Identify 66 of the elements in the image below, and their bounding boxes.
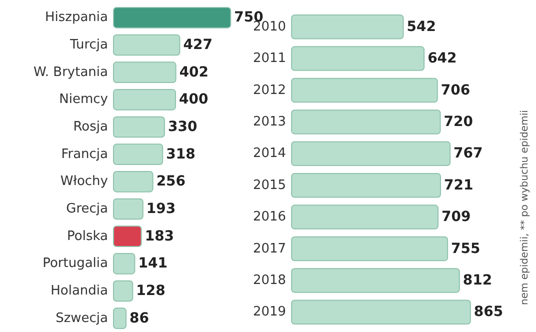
- data-label: 721: [444, 177, 474, 194]
- data-label: 427: [183, 37, 212, 53]
- y-tick-label: W. Brytania: [34, 64, 108, 80]
- bar: [291, 141, 451, 166]
- bar: [113, 308, 127, 329]
- bar: [113, 34, 180, 56]
- data-label: 709: [441, 209, 471, 226]
- y-tick-label: Portugalia: [42, 256, 108, 272]
- data-label: 642: [428, 50, 457, 67]
- bar: [113, 7, 232, 28]
- text: nem epidemii, ** po wybuchu epidemii: [520, 110, 530, 305]
- data-label: 183: [144, 228, 174, 244]
- bar: [113, 198, 144, 220]
- data-label: 193: [146, 201, 176, 217]
- y-tick-label: Grecja: [66, 202, 108, 216]
- y-tick-label: Szwecja: [56, 310, 108, 326]
- y-tick-label: 2013: [252, 114, 286, 130]
- bar: [113, 171, 154, 192]
- bar: [113, 253, 136, 274]
- data-label: 318: [166, 146, 196, 162]
- bar: [291, 268, 460, 293]
- y-tick-label: 2012: [252, 82, 286, 98]
- bar: [113, 144, 164, 165]
- bar: [291, 204, 438, 230]
- data-label: 755: [451, 240, 480, 257]
- bar: [291, 236, 448, 262]
- bar: [113, 62, 176, 83]
- y-tick-label: Holandia: [50, 284, 108, 298]
- y-tick-label: 2016: [252, 210, 286, 225]
- bar: [291, 78, 438, 103]
- y-tick-label: Francja: [61, 146, 108, 162]
- y-tick-label: Włochy: [60, 174, 108, 190]
- bar: [291, 300, 471, 325]
- y-tick-label: Turcja: [69, 38, 108, 52]
- bar: [291, 14, 404, 40]
- y-tick-label: Hiszpania: [44, 10, 108, 26]
- bar: [291, 46, 425, 71]
- bar: [113, 116, 165, 138]
- data-label: 256: [156, 174, 186, 190]
- y-tick-label: 2011: [252, 51, 286, 66]
- y-tick-label: 2017: [252, 241, 286, 256]
- bar: [291, 110, 441, 134]
- y-tick-label: 2014: [252, 146, 286, 162]
- data-label: 330: [168, 119, 198, 135]
- data-label: 812: [462, 272, 492, 288]
- data-label: 865: [474, 304, 504, 320]
- data-label: 720: [444, 114, 474, 130]
- bar: [113, 226, 142, 247]
- data-label: 86: [130, 310, 150, 326]
- y-tick-label: Polska: [67, 228, 108, 244]
- data-label: 402: [179, 64, 209, 80]
- data-label: 542: [406, 18, 436, 35]
- bar: [113, 89, 176, 110]
- y-tick-label: 2010: [252, 19, 286, 34]
- data-label: 128: [136, 283, 166, 299]
- y-tick-label: 2015: [252, 178, 286, 193]
- y-tick-label: 2018: [252, 272, 286, 288]
- y-tick-label: 2019: [252, 304, 286, 320]
- y-tick-label: Niemcy: [59, 92, 108, 108]
- bar: [291, 172, 441, 198]
- data-label: 141: [138, 256, 168, 272]
- data-label: 706: [440, 82, 470, 98]
- bar: [113, 280, 134, 302]
- data-label: 400: [179, 92, 208, 108]
- data-label: 767: [454, 146, 483, 162]
- y-tick-label: Rosja: [73, 120, 108, 134]
